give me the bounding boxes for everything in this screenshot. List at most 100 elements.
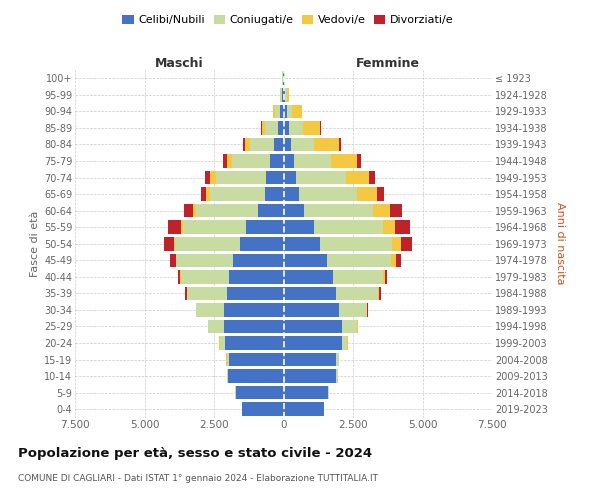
Bar [284,104,287,118]
Bar [339,303,367,316]
Bar [287,88,289,102]
Bar [294,154,331,168]
Bar [227,353,229,366]
Bar [383,220,395,234]
Bar [205,171,210,184]
Bar [215,171,266,184]
Text: Maschi: Maschi [155,57,203,70]
Bar [284,254,327,267]
Bar [333,270,383,283]
Bar [206,188,211,201]
Bar [342,336,347,350]
Bar [181,270,229,283]
Bar [284,220,314,234]
Bar [280,88,282,102]
Bar [342,320,358,334]
Bar [284,270,333,283]
Bar [357,188,377,201]
Bar [392,237,401,250]
Bar [229,353,284,366]
Bar [274,138,284,151]
Text: COMUNE DI CAGLIARI - Dati ISTAT 1° gennaio 2024 - Elaborazione TUTTITALIA.IT: COMUNE DI CAGLIARI - Dati ISTAT 1° genna… [18,474,378,483]
Bar [211,188,265,201]
Bar [304,204,373,218]
Bar [284,353,337,366]
Bar [284,204,304,218]
Bar [385,270,388,283]
Bar [280,104,284,118]
Bar [284,188,299,201]
Bar [346,171,369,184]
Bar [337,370,338,383]
Bar [337,353,339,366]
Bar [208,320,224,334]
Bar [241,237,284,250]
Bar [337,286,378,300]
Bar [266,171,284,184]
Bar [229,270,284,283]
Bar [262,121,265,134]
Bar [242,402,284,416]
Bar [164,237,173,250]
Bar [270,154,284,168]
Bar [196,303,224,316]
Bar [296,171,346,184]
Bar [282,88,284,102]
Bar [391,254,396,267]
Bar [201,188,206,201]
Bar [227,370,228,383]
Bar [284,386,328,400]
Bar [275,104,280,118]
Bar [274,104,275,118]
Bar [327,254,391,267]
Bar [395,220,410,234]
Bar [284,320,342,334]
Bar [181,220,184,234]
Bar [302,121,320,134]
Bar [284,154,294,168]
Bar [284,88,286,102]
Bar [184,204,193,218]
Text: Popolazione per età, sesso e stato civile - 2024: Popolazione per età, sesso e stato civil… [18,448,372,460]
Bar [246,220,284,234]
Bar [289,121,302,134]
Bar [379,286,380,300]
Bar [284,303,339,316]
Bar [236,386,284,400]
Bar [286,88,287,102]
Bar [373,204,389,218]
Bar [377,188,384,201]
Bar [284,370,337,383]
Bar [232,154,270,168]
Bar [170,254,176,267]
Bar [210,171,215,184]
Bar [283,72,284,85]
Bar [331,154,357,168]
Bar [184,220,246,234]
Bar [278,121,284,134]
Bar [245,138,250,151]
Bar [175,237,241,250]
Bar [287,104,292,118]
Bar [187,286,227,300]
Text: Femmine: Femmine [356,57,420,70]
Bar [378,286,379,300]
Bar [339,138,341,151]
Bar [243,138,245,151]
Bar [227,286,284,300]
Bar [173,237,175,250]
Bar [292,104,302,118]
Legend: Celibi/Nubili, Coniugati/e, Vedovi/e, Divorziati/e: Celibi/Nubili, Coniugati/e, Vedovi/e, Di… [118,10,458,30]
Bar [389,204,402,218]
Bar [284,121,289,134]
Bar [284,138,291,151]
Bar [196,204,259,218]
Bar [320,121,321,134]
Bar [299,188,357,201]
Bar [401,237,412,250]
Bar [227,154,232,168]
Bar [261,121,262,134]
Bar [369,171,374,184]
Bar [250,138,274,151]
Bar [320,237,392,250]
